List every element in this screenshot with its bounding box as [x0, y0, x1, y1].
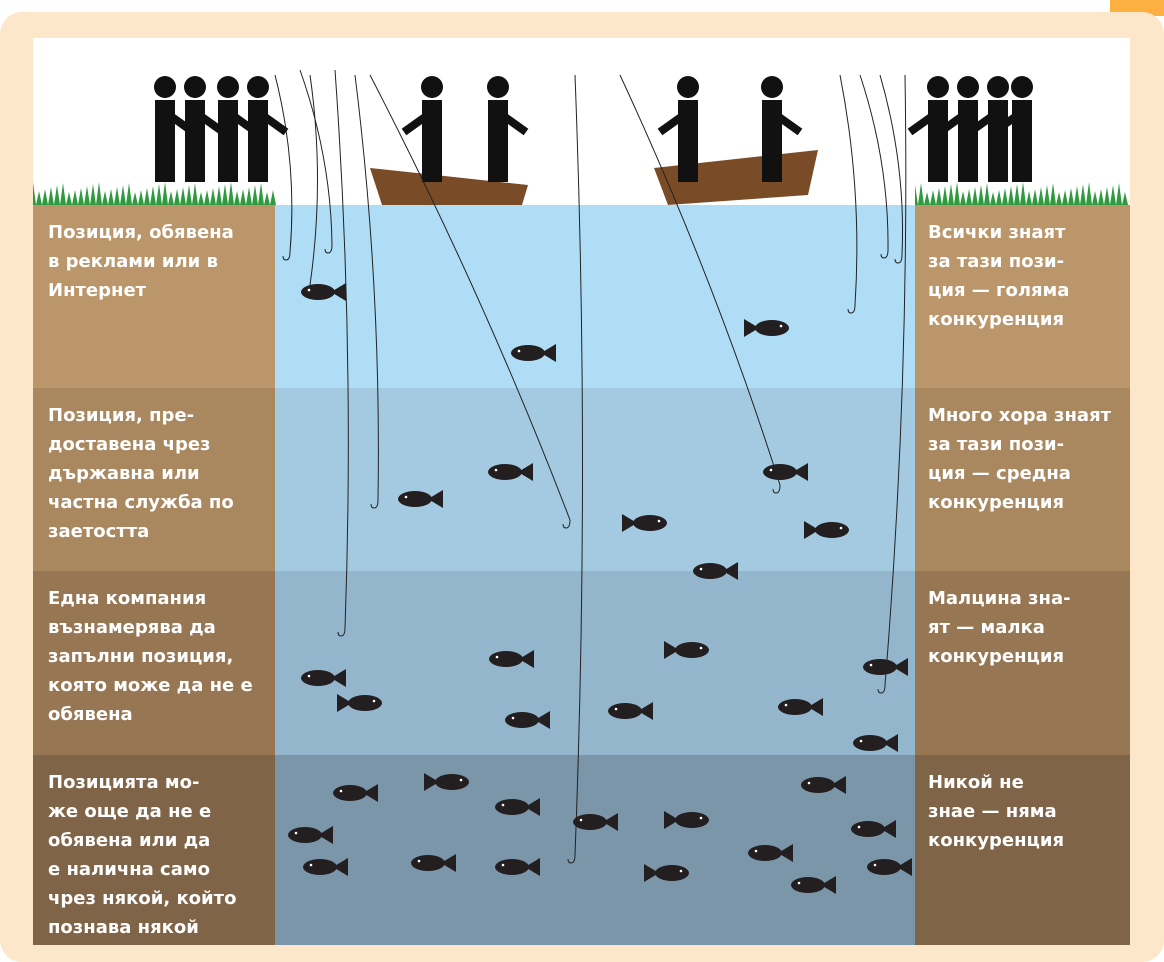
- person-head: [957, 76, 979, 98]
- label-line: Позиция, обявена: [48, 222, 234, 243]
- label-line: ция — средна: [928, 463, 1071, 484]
- person-head: [217, 76, 239, 98]
- label-line: обявена или да: [48, 830, 210, 851]
- label-line: Никой не: [928, 772, 1024, 793]
- label-line: конкуренция: [928, 830, 1064, 851]
- person-head: [987, 76, 1009, 98]
- label-line: доставена чрез: [48, 434, 211, 455]
- label-line: Позиция, пре-: [48, 405, 194, 426]
- label-line: Интернет: [48, 280, 147, 301]
- label-line: е налична само: [48, 859, 210, 880]
- label-line: за тази пози-: [928, 251, 1064, 272]
- label-line: конкуренция: [928, 309, 1064, 330]
- label-line: възнамерява да: [48, 617, 216, 638]
- person-head: [927, 76, 949, 98]
- label-line: Всички знаят: [928, 222, 1066, 243]
- label-line: за тази пози-: [928, 434, 1064, 455]
- label-line: знае — няма: [928, 801, 1057, 822]
- person-head: [247, 76, 269, 98]
- person-head: [487, 76, 509, 98]
- person-head: [761, 76, 783, 98]
- water-band: [275, 388, 915, 571]
- label-line: държавна или: [48, 463, 200, 484]
- label-line: ят — малка: [928, 617, 1045, 638]
- water-band: [275, 571, 915, 755]
- label-line: же още да не е: [48, 801, 211, 822]
- label-line: Позицията мо-: [48, 772, 199, 793]
- person-head: [421, 76, 443, 98]
- label-line: ция — голяма: [928, 280, 1069, 301]
- person-head: [154, 76, 176, 98]
- label-line: конкуренция: [928, 646, 1064, 667]
- person-head: [1011, 76, 1033, 98]
- infographic: Позиция, обявена в реклами или в Интернет П…: [0, 0, 1164, 962]
- label-line: която може да не е: [48, 675, 253, 696]
- person-head: [184, 76, 206, 98]
- label-line: Малцина зна-: [928, 588, 1071, 609]
- label-line: конкуренция: [928, 492, 1064, 513]
- label-line: чрез някой, който: [48, 888, 236, 909]
- label-line: частна служба по: [48, 492, 234, 513]
- label-line: Една компания: [48, 588, 206, 609]
- label-line: познава някой: [48, 917, 199, 938]
- label-line: обявена: [48, 704, 133, 725]
- person-head: [677, 76, 699, 98]
- label-line: запълни позиция,: [48, 646, 233, 667]
- label-line: заетостта: [48, 521, 149, 542]
- label-line: Много хора знаят: [928, 405, 1112, 426]
- label-line: в реклами или в: [48, 251, 218, 272]
